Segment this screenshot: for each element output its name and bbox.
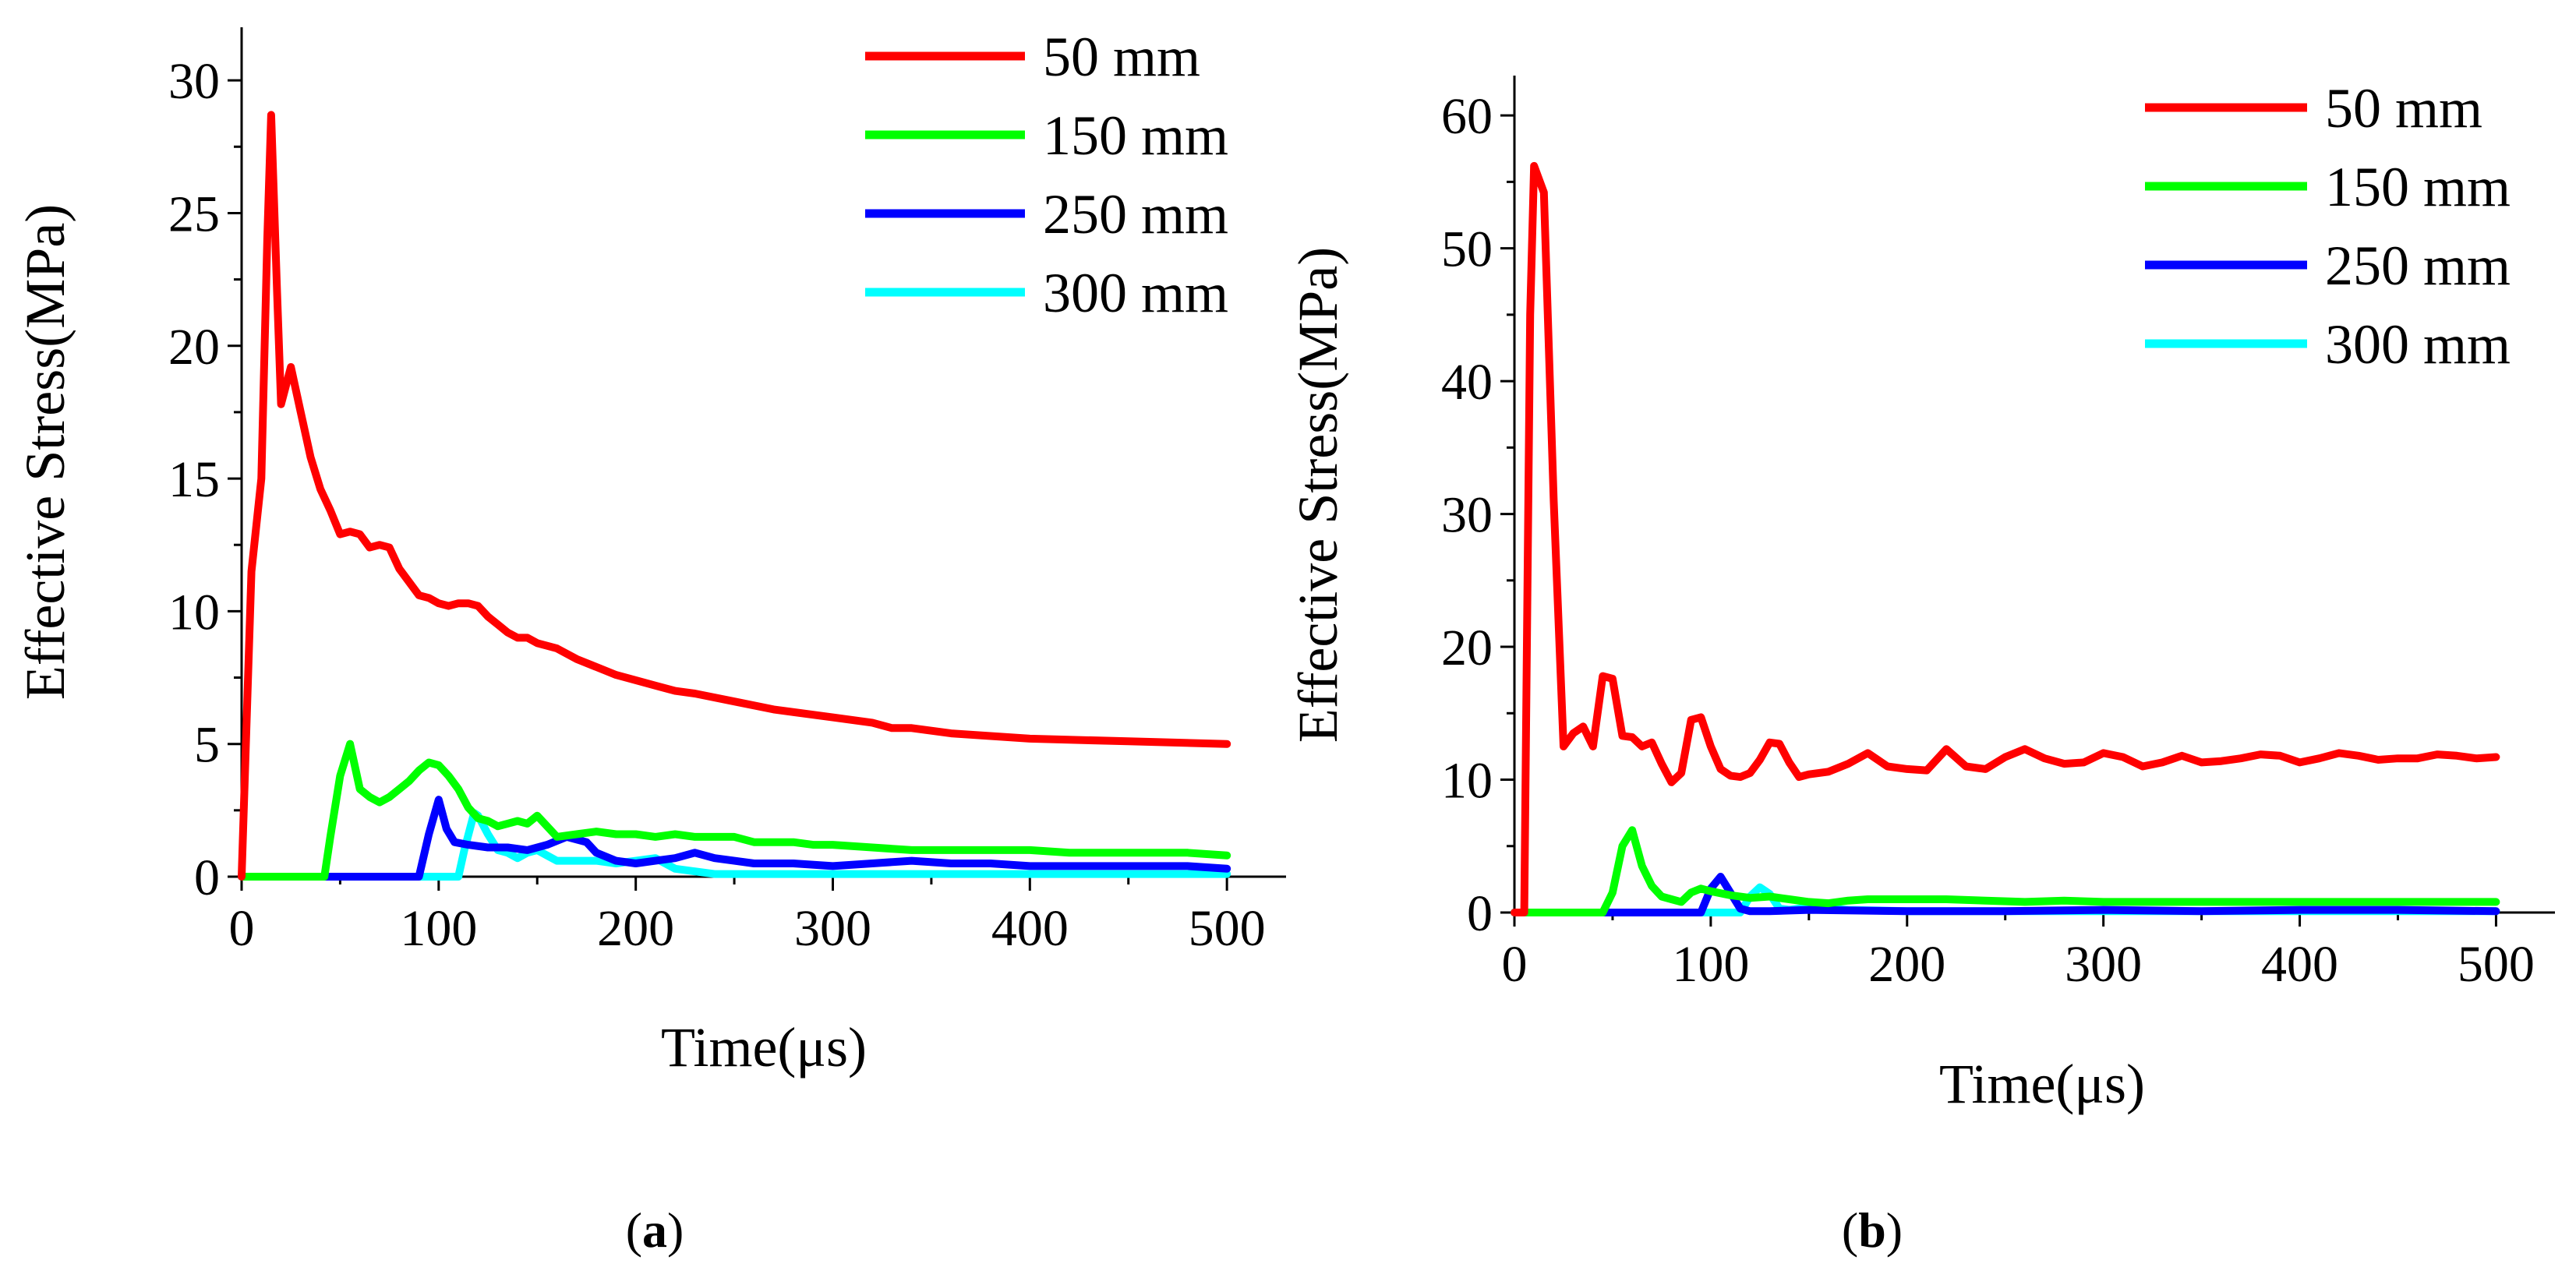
series-line-250-mm bbox=[1511, 873, 2500, 916]
series-line-50-mm bbox=[238, 111, 1231, 881]
x-tick-label: 200 bbox=[1868, 936, 1945, 993]
x-tick-label: 300 bbox=[2065, 936, 2142, 993]
x-tick-label: 100 bbox=[1672, 936, 1749, 993]
x-tick-label: 500 bbox=[1189, 900, 1266, 957]
y-tick-label: 5 bbox=[194, 717, 220, 774]
x-tick-label: 400 bbox=[2261, 936, 2338, 993]
y-tick-label: 20 bbox=[168, 319, 220, 376]
legend-label: 250 mm bbox=[1043, 183, 1228, 245]
panel-b: 0 100 200 300 400 500 0 10 20 30 40 50 60 Time(μs) Eff… bbox=[1287, 76, 2555, 1258]
y-tick-label: 40 bbox=[1441, 354, 1493, 411]
panel-a: 0 100 200 300 400 500 0 5 10 15 20 25 30 Time(μs) Effe… bbox=[14, 26, 1286, 1258]
y-tick-label: 10 bbox=[168, 584, 220, 641]
legend-label: 150 mm bbox=[1043, 104, 1228, 167]
x-tick-label: 200 bbox=[597, 900, 674, 957]
legend-label: 300 mm bbox=[1043, 262, 1228, 324]
y-axis-title: Effective Stress(MPa) bbox=[14, 204, 76, 701]
y-tick-label: 25 bbox=[168, 185, 220, 242]
x-axis-title: Time(μs) bbox=[661, 1016, 867, 1079]
x-tick-label: 500 bbox=[2458, 936, 2535, 993]
y-tick-label: 0 bbox=[194, 849, 220, 906]
legend-label: 50 mm bbox=[1043, 26, 1200, 88]
y-tick-label: 20 bbox=[1441, 620, 1493, 676]
y-tick-label: 60 bbox=[1441, 88, 1493, 145]
y-tick-label: 50 bbox=[1441, 221, 1493, 278]
x-tick-label: 0 bbox=[1502, 936, 1528, 993]
series-line-250-mm bbox=[238, 796, 1231, 881]
y-tick-label: 10 bbox=[1441, 753, 1493, 810]
legend-label: 50 mm bbox=[2325, 77, 2482, 139]
x-axis-title: Time(μs) bbox=[1939, 1053, 2145, 1115]
panel-label: (b) bbox=[1842, 1202, 1903, 1258]
y-axis-title: Effective Stress(MPa) bbox=[1287, 247, 1349, 743]
x-tick-label: 300 bbox=[794, 900, 871, 957]
panel-label: (a) bbox=[626, 1202, 684, 1258]
legend-label: 300 mm bbox=[2325, 313, 2511, 376]
x-tick-label: 400 bbox=[991, 900, 1069, 957]
y-tick-label: 0 bbox=[1467, 885, 1493, 942]
y-tick-label: 30 bbox=[1441, 487, 1493, 544]
x-tick-label: 100 bbox=[400, 900, 477, 957]
series-line-150-mm bbox=[238, 740, 1231, 881]
series-line-50-mm bbox=[1511, 161, 2500, 916]
legend-label: 250 mm bbox=[2325, 235, 2511, 297]
y-tick-label: 30 bbox=[168, 53, 220, 110]
series-line-150-mm bbox=[1511, 826, 2500, 916]
legend-label: 150 mm bbox=[2325, 156, 2511, 218]
y-tick-label: 15 bbox=[168, 451, 220, 508]
x-tick-label: 0 bbox=[229, 900, 255, 957]
